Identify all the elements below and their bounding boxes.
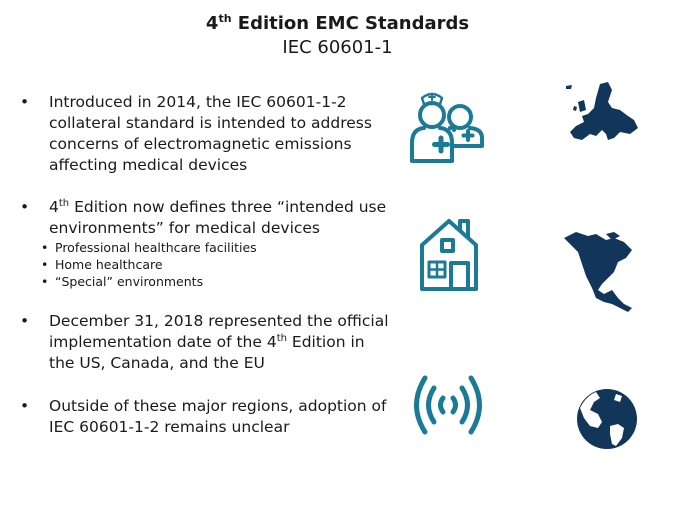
bullet-dot: • — [20, 93, 30, 111]
bullet-text: Introduced in 2014, the IEC 60601-1-2 co… — [49, 93, 372, 174]
bullet-dot: • — [20, 312, 30, 330]
sub-bullet: • Professional healthcare facilities — [41, 239, 390, 256]
north-america-map-icon — [564, 232, 632, 312]
bullet-4: • Outside of these major regions, adopti… — [20, 396, 390, 438]
bullet-dot: • — [20, 198, 30, 216]
bullet-dot: • — [20, 397, 30, 415]
sub-text: Professional healthcare facilities — [55, 240, 257, 255]
wireless-signal-icon — [414, 375, 482, 435]
sup: th — [58, 197, 70, 209]
sub-bullet: • “Special” environments — [41, 273, 390, 290]
sub-text: “Special” environments — [55, 274, 204, 289]
bullet-text: Outside of these major regions, adoption… — [49, 397, 387, 436]
text: December 31, 2018 represented the offici… — [49, 312, 389, 351]
title-sup: th — [218, 12, 232, 25]
text: 4 — [49, 198, 59, 216]
slide-subtitle: IEC 60601-1 — [282, 37, 393, 58]
title-text-rest: Edition EMC Standards — [231, 13, 470, 34]
slide-title: 4th Edition EMC Standards — [0, 12, 675, 34]
bullet-2: • 4th Edition now defines three “intende… — [20, 197, 390, 290]
text: Edition now defines three “intended use … — [49, 198, 387, 237]
bullet-text: 4th Edition now defines three “intended … — [49, 197, 390, 239]
sub-bullet: • Home healthcare — [41, 256, 390, 273]
bullet-dot: • — [41, 257, 49, 272]
globe-icon — [577, 389, 637, 449]
house-icon — [420, 219, 478, 291]
europe-map-icon — [566, 82, 638, 140]
text: Edition in the US, Canada, and the EU — [49, 333, 365, 372]
sup: th — [276, 332, 287, 344]
bullet-text: December 31, 2018 represented the offici… — [49, 311, 390, 374]
nurses-icon — [410, 92, 484, 163]
bullet-dot: • — [41, 274, 49, 289]
sub-text: Home healthcare — [55, 257, 163, 272]
title-text: 4 — [205, 13, 219, 34]
bullet-3: • December 31, 2018 represented the offi… — [20, 311, 390, 374]
bullet-1: • Introduced in 2014, the IEC 60601-1-2 … — [20, 92, 390, 176]
bullet-dot: • — [41, 240, 49, 255]
